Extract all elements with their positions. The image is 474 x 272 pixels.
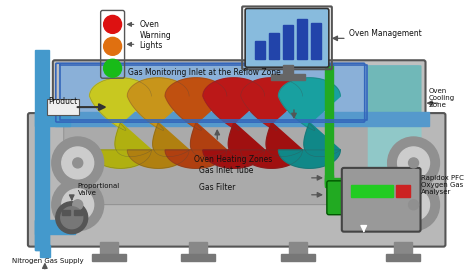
Text: Gas Monitoring Inlet at the Reflow Zone: Gas Monitoring Inlet at the Reflow Zone	[128, 68, 280, 77]
Bar	[289, 242, 307, 256]
Polygon shape	[279, 78, 340, 130]
Circle shape	[388, 179, 439, 231]
Text: Proportional
Valve: Proportional Valve	[78, 183, 120, 196]
Bar	[35, 112, 70, 126]
Circle shape	[73, 200, 82, 210]
Polygon shape	[128, 78, 189, 130]
Bar	[189, 242, 207, 256]
Bar	[35, 220, 75, 234]
Bar	[40, 245, 50, 256]
Bar	[35, 50, 49, 250]
FancyBboxPatch shape	[368, 65, 421, 121]
Circle shape	[104, 16, 121, 33]
FancyBboxPatch shape	[64, 125, 370, 205]
Circle shape	[62, 189, 94, 221]
Circle shape	[52, 179, 104, 231]
Circle shape	[104, 59, 121, 77]
FancyBboxPatch shape	[28, 113, 446, 247]
Text: Gas Inlet Tube: Gas Inlet Tube	[199, 166, 254, 175]
FancyBboxPatch shape	[368, 125, 421, 205]
FancyBboxPatch shape	[59, 65, 419, 121]
Text: Oven Heating Zones: Oven Heating Zones	[194, 155, 273, 164]
Polygon shape	[203, 122, 264, 168]
Circle shape	[398, 189, 429, 221]
Bar	[386, 254, 419, 261]
Polygon shape	[128, 122, 189, 168]
Bar	[393, 242, 411, 256]
Circle shape	[388, 137, 439, 189]
Bar	[325, 178, 385, 186]
Bar	[271, 74, 305, 80]
Bar	[35, 220, 49, 250]
Bar	[182, 254, 215, 261]
Bar	[325, 64, 333, 184]
Bar	[325, 175, 333, 187]
Text: Oven
Warning
Lights: Oven Warning Lights	[139, 20, 171, 50]
Bar	[91, 254, 126, 261]
Polygon shape	[90, 78, 151, 130]
Bar	[269, 33, 279, 59]
Text: Oven
Cooling
Zone: Oven Cooling Zone	[428, 88, 455, 108]
Circle shape	[62, 147, 94, 179]
Text: Gas Filter: Gas Filter	[199, 183, 236, 192]
Circle shape	[52, 137, 104, 189]
Bar	[283, 25, 293, 59]
FancyBboxPatch shape	[53, 60, 426, 124]
Bar	[351, 185, 392, 197]
Polygon shape	[241, 78, 302, 130]
Circle shape	[398, 147, 429, 179]
Text: Product: Product	[48, 97, 77, 106]
Circle shape	[73, 158, 82, 168]
Bar	[281, 254, 315, 261]
FancyBboxPatch shape	[342, 168, 420, 232]
FancyBboxPatch shape	[245, 8, 329, 67]
Polygon shape	[203, 78, 264, 130]
Bar	[62, 210, 70, 215]
Bar	[100, 242, 118, 256]
Polygon shape	[165, 122, 227, 168]
Polygon shape	[90, 122, 151, 168]
Polygon shape	[165, 78, 227, 130]
Circle shape	[104, 37, 121, 55]
Circle shape	[56, 202, 88, 234]
Bar	[283, 65, 293, 75]
Text: Nitrogen Gas Supply: Nitrogen Gas Supply	[12, 258, 83, 264]
Bar	[255, 41, 265, 59]
Text: Rapidox PFC
Oxygen Gas
Analyser: Rapidox PFC Oxygen Gas Analyser	[420, 175, 464, 195]
Polygon shape	[241, 122, 302, 168]
Bar	[74, 210, 82, 215]
Bar	[297, 19, 307, 59]
FancyBboxPatch shape	[47, 99, 79, 115]
Text: Oven Management: Oven Management	[349, 29, 421, 38]
Circle shape	[409, 158, 419, 168]
Polygon shape	[279, 122, 340, 168]
Bar	[55, 112, 428, 126]
Bar	[396, 185, 410, 197]
FancyBboxPatch shape	[327, 181, 347, 215]
Circle shape	[409, 200, 419, 210]
Bar	[311, 23, 321, 59]
Circle shape	[61, 207, 82, 229]
